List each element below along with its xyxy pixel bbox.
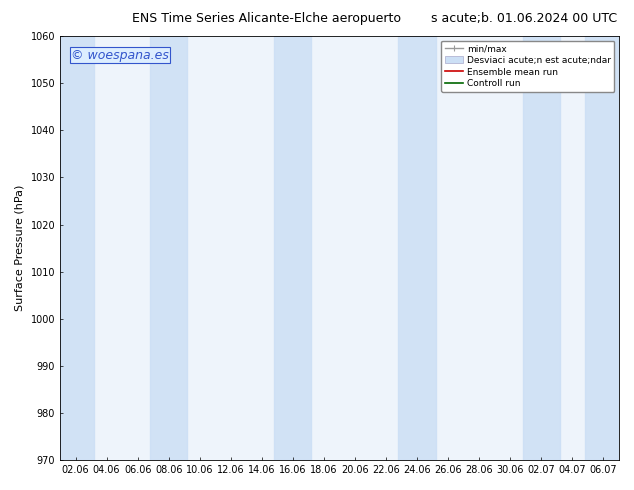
Text: ENS Time Series Alicante-Elche aeropuerto: ENS Time Series Alicante-Elche aeropuert… — [132, 12, 401, 25]
Bar — [398, 36, 436, 460]
Y-axis label: Surface Pressure (hPa): Surface Pressure (hPa) — [15, 185, 25, 311]
Bar — [150, 36, 187, 460]
Legend: min/max, Desviaci acute;n est acute;ndar, Ensemble mean run, Controll run: min/max, Desviaci acute;n est acute;ndar… — [441, 41, 614, 92]
Bar — [522, 36, 560, 460]
Bar — [57, 36, 94, 460]
Text: s acute;b. 01.06.2024 00 UTC: s acute;b. 01.06.2024 00 UTC — [431, 12, 618, 25]
Bar — [585, 36, 622, 460]
Bar — [275, 36, 311, 460]
Text: © woespana.es: © woespana.es — [71, 49, 169, 62]
